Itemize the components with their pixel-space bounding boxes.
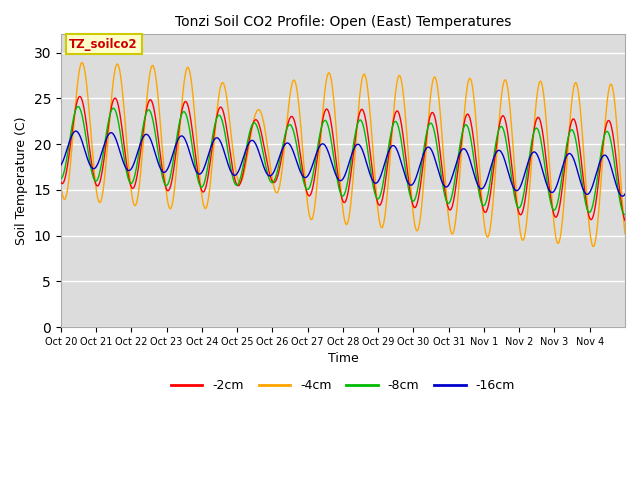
Y-axis label: Soil Temperature (C): Soil Temperature (C) (15, 117, 28, 245)
X-axis label: Time: Time (328, 352, 358, 365)
Title: Tonzi Soil CO2 Profile: Open (East) Temperatures: Tonzi Soil CO2 Profile: Open (East) Temp… (175, 15, 511, 29)
Text: TZ_soilco2: TZ_soilco2 (69, 37, 138, 50)
Legend: -2cm, -4cm, -8cm, -16cm: -2cm, -4cm, -8cm, -16cm (166, 374, 520, 397)
